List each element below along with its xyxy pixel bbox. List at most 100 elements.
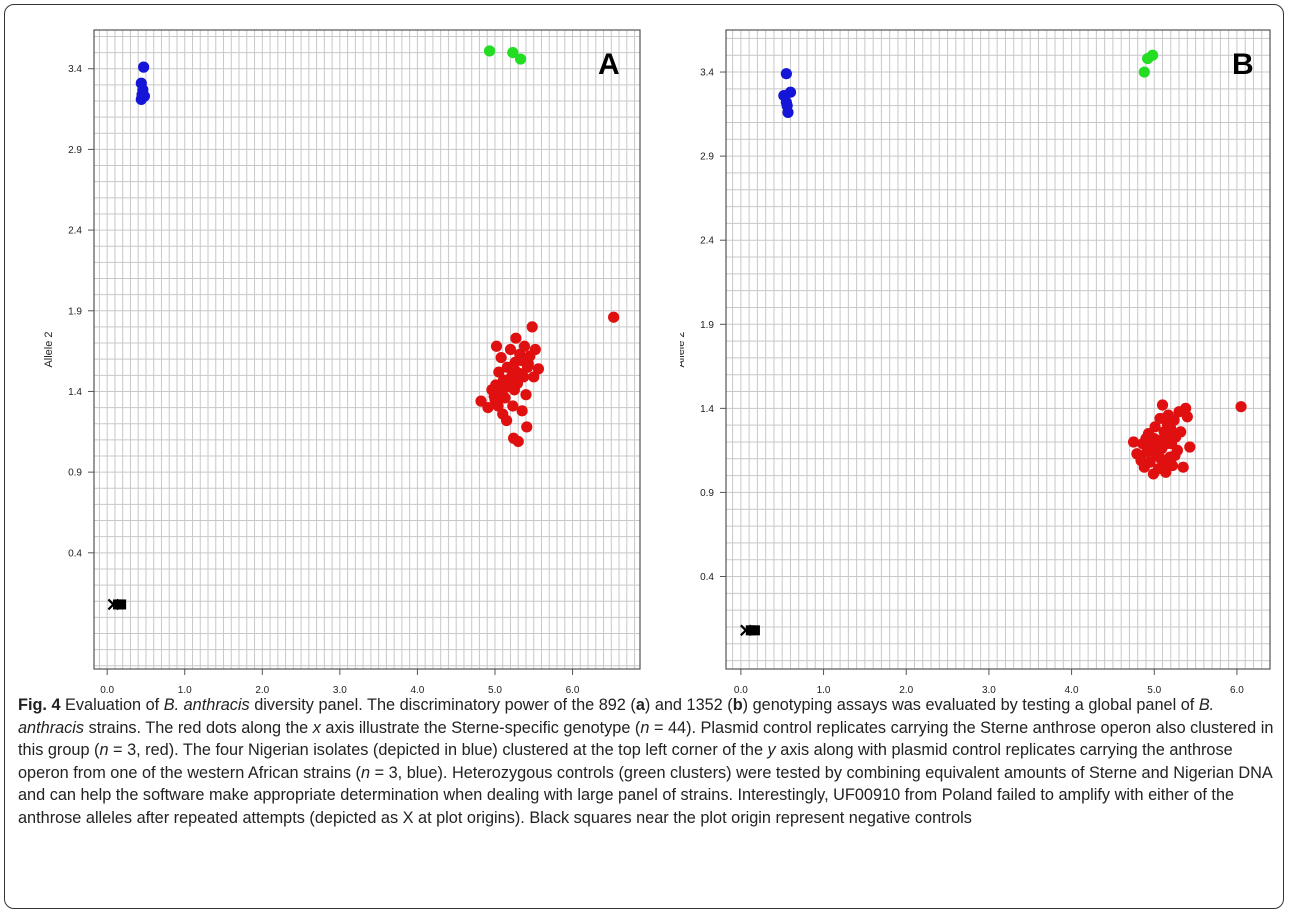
x-tick-label: 2.0	[899, 685, 913, 694]
sterne-data-point	[499, 392, 511, 404]
series-sterne	[1127, 399, 1247, 480]
grid-lines-b	[726, 30, 1271, 669]
sterne-data-point	[502, 376, 514, 388]
y-axis-label: Allele 2	[680, 331, 687, 367]
sterne-data-point	[1161, 419, 1174, 431]
series-nigerian	[778, 68, 797, 118]
x-tick-label: 5.0	[488, 685, 502, 694]
heterozygous-data-point	[1138, 66, 1150, 78]
sterne-data-point	[1163, 427, 1175, 440]
heterozygous-data-point	[483, 45, 496, 57]
y-tick-label: 1.4	[700, 404, 714, 415]
sterne-data-point	[490, 340, 503, 352]
sterne-data-point	[1140, 433, 1152, 445]
x-tick-label: 4.0	[1065, 685, 1079, 694]
y-axis-label: Allele 2	[43, 331, 55, 367]
figure-caption: Fig. 4 Evaluation of B. anthracis divers…	[18, 696, 1274, 827]
failed-amplification-x-marker	[107, 598, 120, 611]
sterne-data-point	[516, 405, 528, 417]
x-tick-label: 1.0	[178, 685, 192, 694]
x-tick-label: 6.0	[566, 685, 580, 694]
sterne-data-point	[507, 400, 519, 412]
sterne-data-point	[501, 414, 513, 427]
x-tick-label: 2.0	[255, 685, 269, 694]
series-nigerian	[135, 61, 151, 105]
y-tick-label: 2.4	[700, 236, 714, 247]
y-tick-label: 1.9	[700, 320, 714, 331]
grid-lines-a	[94, 30, 640, 669]
sterne-data-point	[508, 384, 520, 396]
sterne-data-point	[489, 393, 501, 406]
x-tick-label: 6.0	[1230, 685, 1244, 694]
series-failed	[107, 598, 120, 611]
x-tick-label: 3.0	[982, 685, 996, 694]
sterne-data-point	[518, 340, 531, 352]
scatter-panel-a: 0.0 1.0 2.0 3.0 4.0 5.0 6.0 0.4 0.9 1.4 1.9 2.4 2.9 3…	[43, 29, 641, 694]
nigerian-data-point	[138, 61, 150, 73]
sterne-data-point	[1166, 438, 1178, 450]
sterne-data-point	[1166, 459, 1179, 472]
plot-area-border	[725, 29, 1271, 670]
heterozygous-data-point	[507, 46, 519, 59]
series-negative	[745, 625, 760, 636]
sterne-data-point	[510, 332, 522, 344]
plot-area-border	[93, 29, 641, 670]
y-tick-label: 1.9	[68, 306, 82, 317]
series-failed	[740, 624, 752, 637]
y-tick-label: 0.4	[68, 548, 82, 559]
sterne-data-point	[1149, 421, 1161, 433]
sterne-data-point	[1127, 436, 1140, 448]
sterne-data-point	[529, 343, 541, 356]
sterne-data-point	[495, 351, 507, 364]
x-tick-label: 3.0	[333, 685, 347, 694]
y-tick-label: 0.9	[700, 488, 714, 499]
series-sterne	[475, 311, 620, 448]
x-tick-label: 0.0	[100, 685, 114, 694]
panel-label: A	[598, 48, 620, 81]
nigerian-data-point	[780, 68, 792, 80]
scatter-panel-b: 0.0 1.0 2.0 3.0 4.0 5.0 6.0 0.4 0.9 1.4 1.9 2.4 2.9 3…	[680, 29, 1271, 694]
sterne-data-point	[526, 321, 538, 333]
sterne-data-point	[1157, 456, 1169, 468]
y-tick-label: 3.4	[68, 64, 82, 75]
sterne-data-point	[1148, 433, 1160, 445]
figure-label: Fig. 4	[18, 696, 61, 714]
y-tick-label: 0.4	[700, 572, 714, 583]
sterne-data-point	[504, 343, 517, 356]
y-tick-label: 1.4	[68, 387, 82, 398]
heterozygous-data-point	[1147, 49, 1159, 61]
negative-control-square	[116, 599, 127, 610]
nigerian-data-point	[782, 106, 794, 118]
sterne-data-point	[1175, 426, 1187, 438]
heterozygous-data-point	[514, 53, 527, 65]
series-heterozygous	[1138, 49, 1159, 78]
y-tick-label: 3.4	[700, 68, 714, 79]
y-tick-label: 2.9	[700, 152, 714, 163]
sterne-data-point	[1169, 449, 1181, 462]
sterne-data-point	[520, 389, 532, 401]
y-tick-label: 2.4	[68, 226, 82, 237]
sterne-data-point	[1156, 399, 1169, 411]
failed-amplification-x-marker	[740, 624, 752, 637]
sterne-data-point	[511, 366, 523, 378]
x-marker-stroke	[107, 598, 120, 611]
series-negative	[113, 599, 127, 610]
x-tick-label: 4.0	[410, 685, 424, 694]
x-tick-label: 5.0	[1147, 685, 1161, 694]
sterne-data-point	[1235, 401, 1247, 413]
sterne-data-point	[1181, 411, 1193, 423]
x-tick-label: 0.0	[734, 685, 748, 694]
sterne-data-point	[482, 401, 494, 414]
panel-label: B	[1232, 48, 1254, 81]
sterne-data-point	[532, 363, 545, 375]
sterne-data-point	[521, 421, 533, 433]
sterne-data-point	[1184, 441, 1196, 453]
negative-control-square	[749, 625, 760, 636]
y-tick-label: 0.9	[68, 468, 82, 479]
y-tick-label: 2.9	[68, 145, 82, 156]
x-tick-label: 1.0	[817, 685, 831, 694]
sterne-data-point	[1177, 461, 1189, 473]
sterne-data-point	[512, 435, 524, 448]
series-heterozygous	[483, 45, 527, 65]
nigerian-data-point	[138, 90, 151, 102]
